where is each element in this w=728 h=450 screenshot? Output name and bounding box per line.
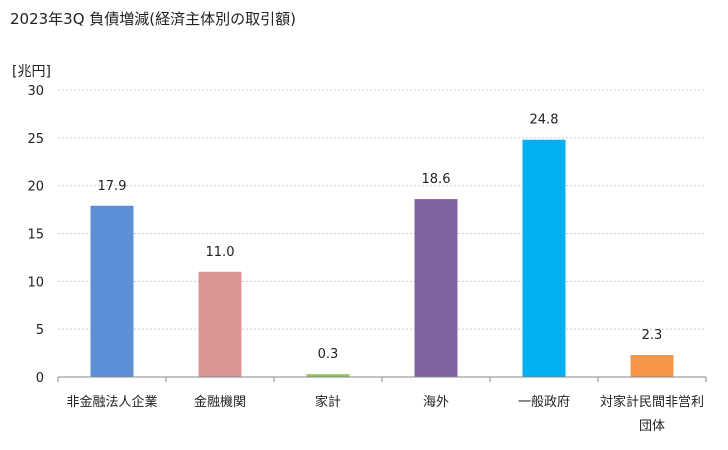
y-axis-unit-label: [兆円] bbox=[12, 64, 51, 80]
y-tick-label: 0 bbox=[36, 371, 44, 386]
category-label: 金融機関 bbox=[194, 394, 246, 410]
bar bbox=[630, 354, 674, 377]
data-label: 17.9 bbox=[98, 179, 127, 194]
y-tick-label: 10 bbox=[27, 275, 44, 290]
y-tick-label: 15 bbox=[27, 228, 44, 243]
category-label: 海外 bbox=[423, 395, 449, 410]
data-label: 18.6 bbox=[422, 172, 451, 187]
data-label: 2.3 bbox=[642, 328, 663, 343]
bar bbox=[522, 139, 566, 377]
y-tick-label: 20 bbox=[27, 180, 44, 195]
category-label: 家計 bbox=[315, 394, 341, 410]
bars bbox=[90, 139, 674, 377]
category-label: 団体 bbox=[639, 419, 665, 434]
bar bbox=[198, 271, 242, 377]
category-label: 非金融法人企業 bbox=[66, 394, 157, 410]
bar bbox=[306, 374, 350, 377]
data-labels: 17.9 11.0 0.3 18.6 24.8 2.3 bbox=[98, 113, 663, 362]
category-label: 一般政府 bbox=[518, 394, 570, 410]
y-tick-label: 25 bbox=[27, 132, 44, 147]
data-label: 0.3 bbox=[318, 347, 339, 362]
chart-title: 2023年3Q 負債増減(経済主体別の取引額) bbox=[10, 10, 296, 28]
bar bbox=[90, 205, 134, 377]
data-label: 24.8 bbox=[530, 113, 559, 128]
x-axis bbox=[57, 376, 707, 382]
y-tick-label: 30 bbox=[27, 84, 44, 99]
y-tick-label: 5 bbox=[36, 323, 44, 338]
bar bbox=[414, 199, 458, 377]
y-axis-ticks: 0 5 10 15 20 25 30 bbox=[27, 84, 44, 386]
category-label: 対家計民間非営利 bbox=[600, 394, 704, 410]
gridlines bbox=[58, 89, 706, 330]
data-label: 11.0 bbox=[206, 245, 235, 260]
